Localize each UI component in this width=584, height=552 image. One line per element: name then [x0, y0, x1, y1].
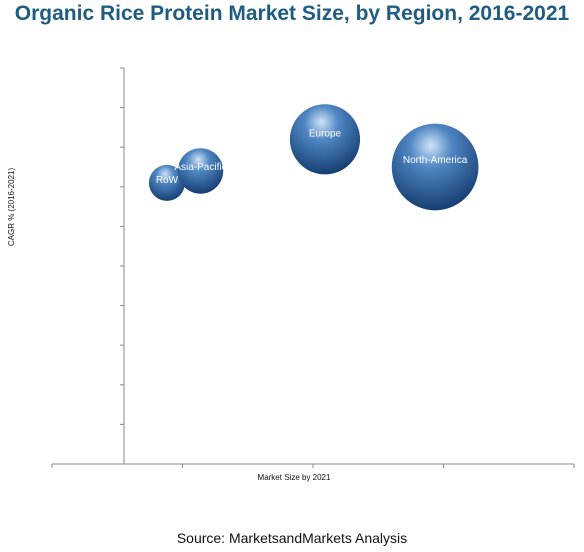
bubble-europe: [289, 104, 361, 175]
bubble-label: Europe: [309, 129, 342, 140]
source-note: Source: MarketsandMarkets Analysis: [176, 530, 408, 546]
bubble-north-america: [391, 123, 479, 211]
y-axis-label: CAGR % (2016-2021): [7, 168, 16, 247]
bubble-row: [148, 164, 185, 201]
bubble-layer: RoW Asia-Pacific Europe North-America: [148, 104, 479, 211]
bubble-asia-pacific: [177, 148, 224, 194]
x-axis-label: Market Size by 2021: [258, 473, 331, 482]
chart-axes: [51, 67, 575, 468]
bubble-label: North-America: [403, 155, 468, 166]
chart-title: Organic Rice Protein Market Size, by Reg…: [14, 2, 570, 25]
bubble-label: RoW: [156, 175, 179, 186]
bubble-label: Asia-Pacific: [174, 162, 226, 173]
